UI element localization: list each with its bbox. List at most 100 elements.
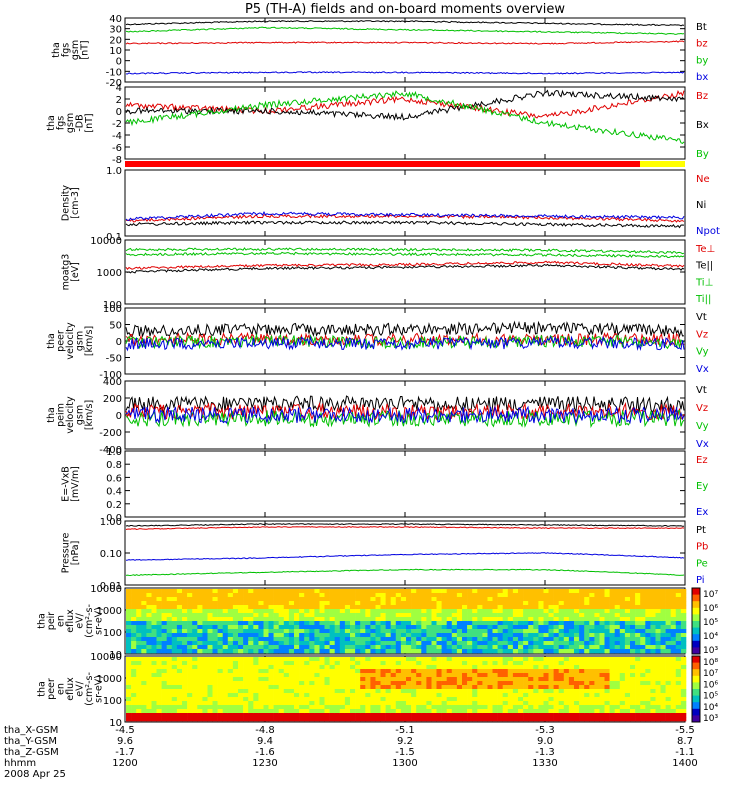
spectrogram-cell [680,717,687,722]
spectrogram-cell [518,665,524,670]
spectrogram-cell [624,665,631,670]
spectrogram-cell [421,609,427,614]
spectrogram-cell [518,609,524,614]
spectrogram-cell [166,677,173,682]
spectrogram-cell [324,649,330,654]
spectrogram-cell [650,589,656,594]
spectrogram-cell [599,709,605,714]
spectrogram-cell [487,681,493,686]
spectrogram-cell [579,613,585,618]
spectrogram-cell [507,649,514,654]
spectrogram-cell [375,637,381,642]
spectrogram-cell [217,629,223,634]
spectrogram-cell [451,701,458,706]
spectrogram-cell [451,681,458,686]
spectrogram-cell [492,685,498,690]
spectrogram-cell [528,649,534,654]
spectrogram-cell [146,701,152,706]
spectrogram-cell [365,593,371,598]
spectrogram-cell [502,677,509,682]
spectrogram-cell [441,665,447,670]
spectrogram-cell [278,697,285,702]
spectrogram-cell [665,649,671,654]
spectrogram-cell [166,657,173,662]
spectrogram-cell [477,713,483,718]
spectrogram-cell [456,645,463,650]
spectrogram-cell [171,609,178,614]
spectrogram-cell [574,709,580,714]
spectrogram-cell [197,705,203,710]
spectrogram-cell [619,601,626,606]
spectrogram-cell [360,597,366,602]
spectrogram-cell [151,657,157,662]
spectrogram-cell [670,701,677,706]
spectrogram-cell [314,705,320,710]
spectrogram-cell [263,673,269,678]
spectrogram-cell [176,713,183,718]
y-tick-label: 10 [109,46,122,57]
spectrogram-cell [635,669,641,674]
spectrogram-cell [421,701,427,706]
spectrogram-cell [431,645,437,650]
spectrogram-cell [594,641,600,646]
spectrogram-cell [187,677,193,682]
spectrogram-cell [202,609,208,614]
spectrogram-cell [212,641,218,646]
spectrogram-cell [329,613,335,618]
spectrogram-cell [334,665,341,670]
spectrogram-cell [360,685,366,690]
spectrogram-cell [197,701,203,706]
spectrogram-cell [222,681,229,686]
spectrogram-cell [472,717,478,722]
spectrogram-cell [589,609,595,614]
spectrogram-cell [375,677,381,682]
spectrogram-cell [329,673,335,678]
spectrogram-cell [232,613,239,618]
spectrogram-cell [217,641,223,646]
y-tick-label: 0.01 [100,581,122,592]
spectrogram-cell [273,621,279,626]
spectrogram-cell [232,705,239,710]
spectrogram-cell [568,669,575,674]
spectrogram-cell [294,625,300,630]
spectrogram-cell [630,609,636,614]
y-tick-label: 1000 [97,674,122,685]
spectrogram-cell [146,597,152,602]
spectrogram-cell [645,685,651,690]
spectrogram-cell [329,681,335,686]
spectrogram-cell [568,673,575,678]
spectrogram-cell [426,681,432,686]
spectrogram-cell [619,605,626,610]
spectrogram-cell [126,605,132,610]
colorbar-label: 10⁵ [703,618,718,628]
spectrogram-cell [624,673,631,678]
spectrogram-cell [197,709,203,714]
spectrogram-cell [533,589,539,594]
colorbar-segment [692,614,700,622]
spectrogram-cell [563,589,570,594]
x-axis-date: 2008 Apr 25 [4,769,66,780]
spectrogram-cell [156,673,162,678]
spectrogram-cell [502,597,509,602]
spectrogram-cell [604,681,610,686]
spectrogram-cell [492,641,498,646]
spectrogram-cell [675,621,682,626]
spectrogram-cell [477,645,483,650]
spectrogram-cell [319,593,325,598]
spectrogram-cell [263,665,269,670]
spectrogram-cell [192,609,198,614]
spectrogram-cell [441,625,447,630]
spectrogram-cell [584,685,590,690]
spectrogram-cell [512,617,519,622]
spectrogram-cell [146,637,152,642]
spectrogram-cell [548,681,554,686]
spectrogram-cell [599,629,605,634]
spectrogram-cell [370,621,376,626]
y-tick-label: -2 [112,119,122,130]
spectrogram-cell [416,677,422,682]
spectrogram-cell [487,717,493,722]
panel-frame-efield [124,450,686,518]
spectrogram-cell [197,621,203,626]
spectrogram-cell [395,701,402,706]
spectrogram-cell [497,637,503,642]
